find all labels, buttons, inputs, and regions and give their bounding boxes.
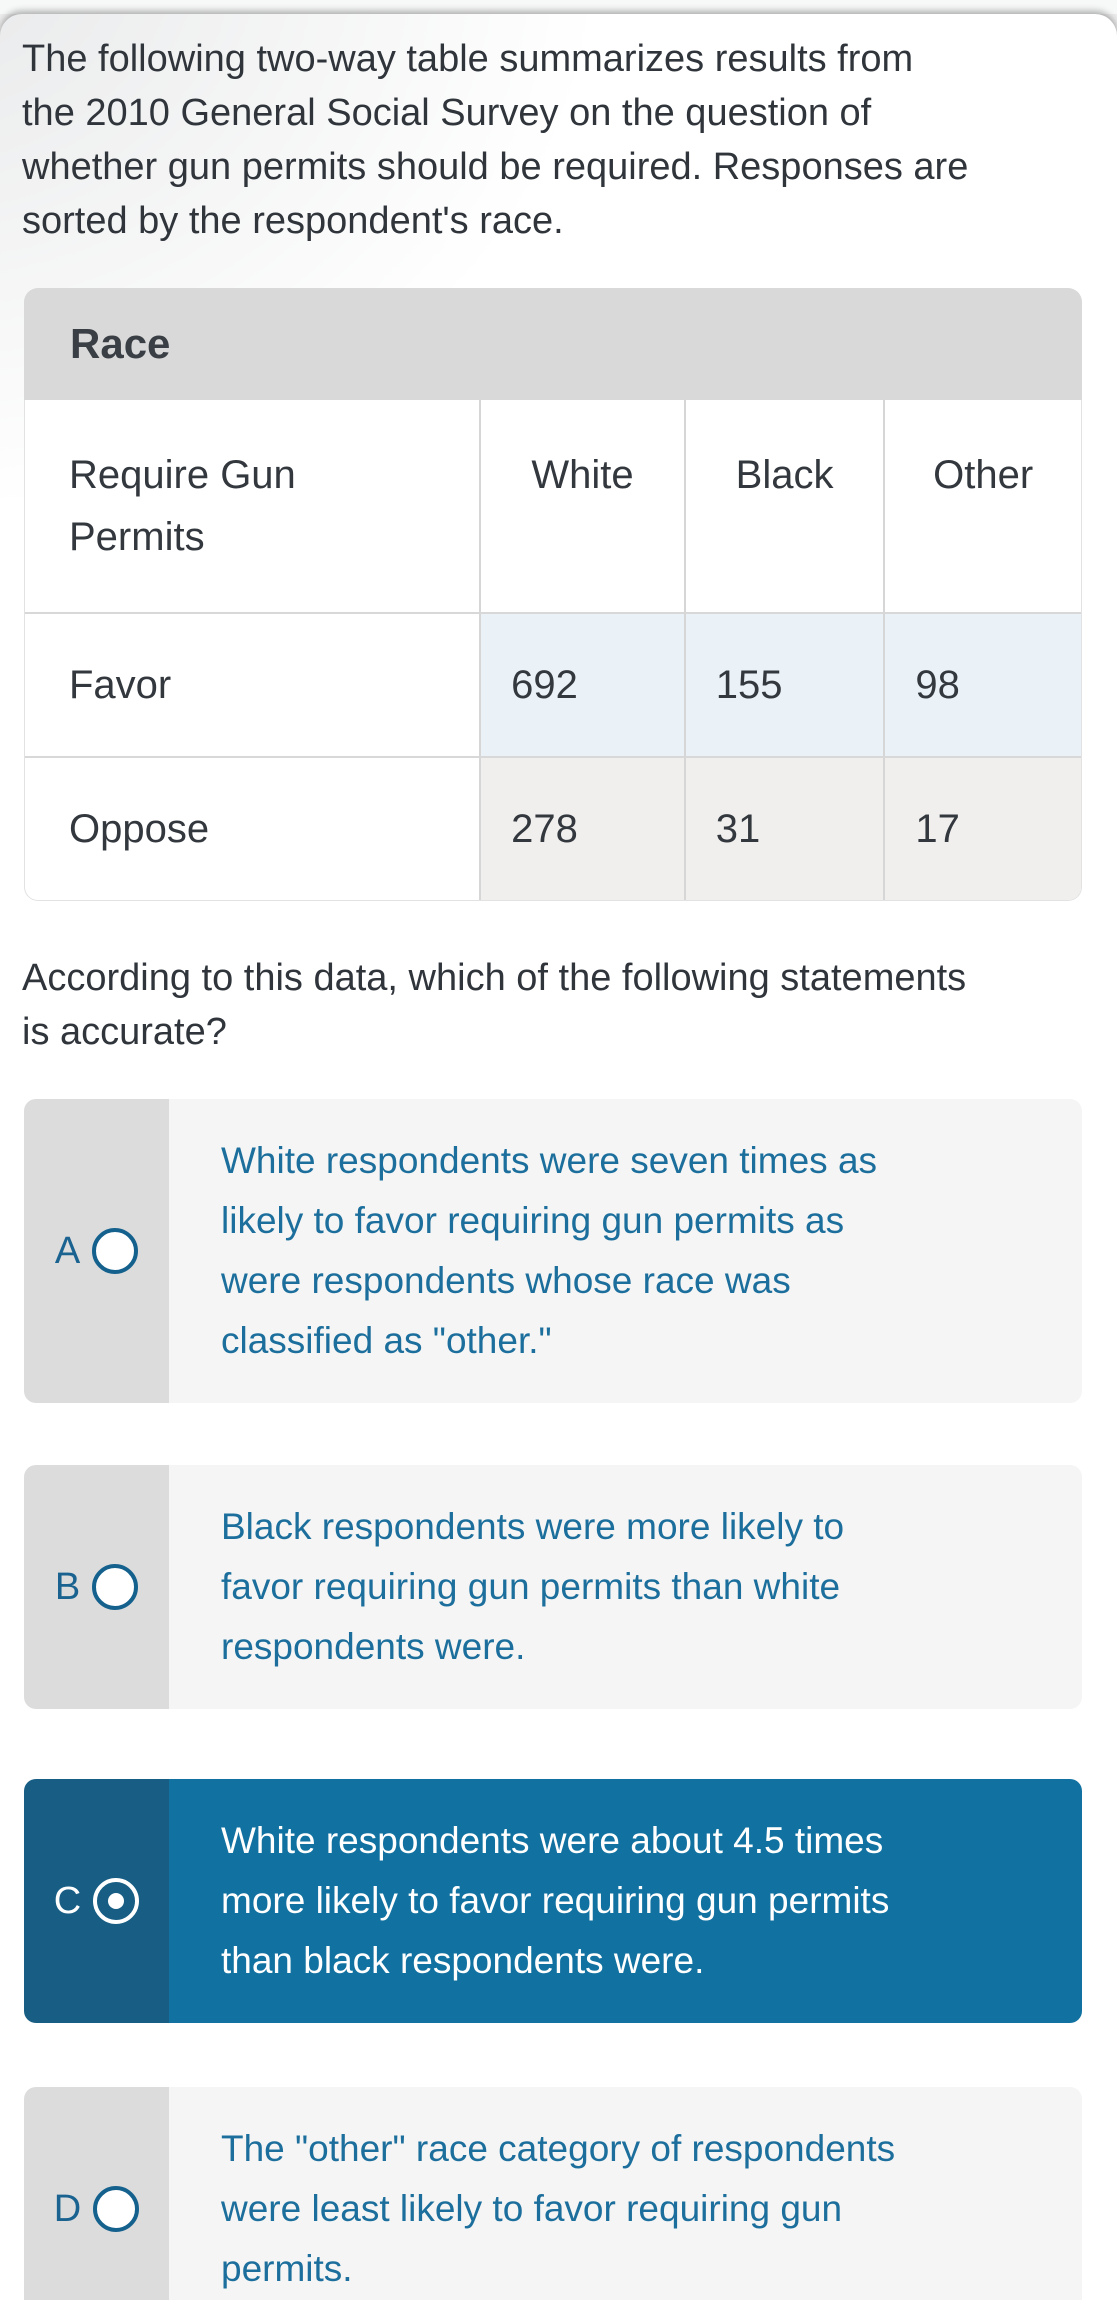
option-a-strip: A <box>24 1099 169 1403</box>
option-c-letter: C <box>53 1879 82 1922</box>
intro-text: The following two-way table summarizes r… <box>22 38 969 242</box>
question-text: According to this data, which of the fol… <box>22 957 967 1053</box>
oppose-other-value: 17 <box>883 756 1081 900</box>
option-c-radio-selected[interactable] <box>93 1878 140 1924</box>
option-c-radio-dot <box>108 1893 125 1909</box>
option-c-selected[interactable]: C White respondents were about 4.5 times… <box>24 1779 1082 2023</box>
data-table: Race Require Gun Permits White Black Oth… <box>24 288 1082 901</box>
column-header-other: Other <box>883 400 1081 612</box>
option-c-text: White respondents were about 4.5 times m… <box>169 1779 1082 2023</box>
option-a-text: White respondents were seven times as li… <box>169 1099 1082 1403</box>
column-header-black: Black <box>683 400 884 612</box>
option-b-radio[interactable] <box>92 1564 139 1610</box>
option-c-strip: C <box>24 1779 169 2023</box>
favor-black-value: 155 <box>683 612 884 756</box>
race-label: Race <box>70 320 171 367</box>
oppose-black-value: 31 <box>683 756 884 900</box>
option-d-text: The "other" race category of respondents… <box>169 2087 1082 2300</box>
option-d-letter: D <box>53 2187 82 2230</box>
row-label-oppose: Oppose <box>25 756 480 900</box>
option-d-strip: D <box>24 2087 169 2300</box>
favor-other-value: 98 <box>883 612 1081 756</box>
race-table-header: Race <box>24 288 1082 400</box>
row-header-require-gun-permits: Require Gun Permits <box>69 453 296 559</box>
option-b-strip: B <box>24 1465 169 1709</box>
option-a-radio[interactable] <box>92 1228 139 1274</box>
table-grid: Require Gun Permits White Black Other Fa… <box>24 400 1082 901</box>
option-a-letter: A <box>54 1229 81 1272</box>
option-b[interactable]: B Black respondents were more likely to … <box>24 1465 1082 1709</box>
row-label-favor: Favor <box>25 612 480 756</box>
oppose-white-value: 278 <box>479 756 684 900</box>
option-d[interactable]: D The "other" race category of responden… <box>24 2087 1082 2300</box>
option-b-letter: B <box>54 1565 81 1608</box>
option-a[interactable]: A White respondents were seven times as … <box>24 1099 1082 1403</box>
option-b-text: Black respondents were more likely to fa… <box>169 1465 1082 1709</box>
column-header-white: White <box>479 400 684 612</box>
top-toolbar-edge <box>0 0 1117 14</box>
question-panel: The following two-way table summarizes r… <box>0 14 1117 2300</box>
favor-white-value: 692 <box>479 612 684 756</box>
option-d-radio[interactable] <box>93 2186 140 2232</box>
